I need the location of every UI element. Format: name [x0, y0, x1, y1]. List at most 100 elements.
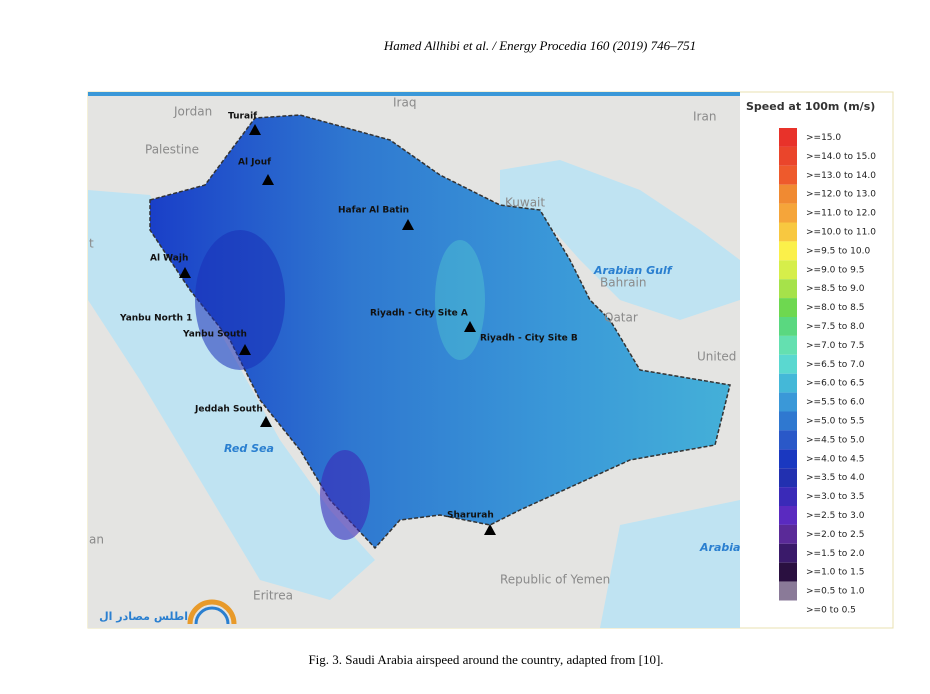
- map-top-strip: [88, 92, 740, 96]
- site-label: Al Jouf: [238, 158, 271, 168]
- site-label: Riyadh - City Site B: [480, 334, 578, 344]
- legend-label: >=11.0 to 12.0: [806, 209, 876, 219]
- legend-swatch: [779, 411, 797, 431]
- map: [88, 92, 740, 628]
- low-wind-zone: [195, 230, 285, 370]
- legend-swatch: [779, 203, 797, 223]
- legend-label: >=3.5 to 4.0: [806, 473, 865, 483]
- legend-label: >=2.0 to 2.5: [806, 530, 864, 540]
- legend-label: >=6.0 to 6.5: [806, 379, 864, 389]
- legend-swatch: [779, 279, 797, 299]
- site-marker: [402, 219, 414, 230]
- site-label: Jeddah South: [194, 405, 263, 415]
- legend: >=15.0 >=14.0 to 15.0 >=13.0 to 14.0 >=12.0…: [779, 128, 876, 620]
- map-label: Arabia: [699, 541, 740, 554]
- logo-arc: [194, 606, 230, 625]
- legend-label: >=14.0 to 15.0: [806, 152, 876, 162]
- legend-swatch: [779, 449, 797, 469]
- legend-swatch: [779, 184, 797, 204]
- legend-swatch: [779, 543, 797, 563]
- legend-label: >=12.0 to 13.0: [806, 190, 876, 200]
- legend-label: >=1.5 to 2.0: [806, 549, 865, 559]
- site-label: Riyadh - City Site A: [370, 309, 468, 319]
- legend-swatch: [779, 430, 797, 450]
- arabian-sea: [600, 500, 740, 628]
- map-label: an: [89, 533, 104, 547]
- site-marker: [179, 267, 191, 278]
- legend-label: >=3.0 to 3.5: [806, 492, 864, 502]
- site-label: Turaif: [228, 112, 257, 122]
- legend-label: >=0.5 to 1.0: [806, 587, 865, 597]
- legend-title: Speed at 100m (m/s): [746, 100, 875, 113]
- map-label: Iran: [693, 110, 716, 124]
- gulf: [500, 160, 740, 320]
- legend-swatch: [779, 146, 797, 166]
- map-label: Red Sea: [224, 442, 274, 455]
- site-label: Yanbu North 1: [119, 314, 192, 324]
- legend-label: >=2.5 to 3.0: [806, 511, 865, 521]
- legend-swatch: [779, 468, 797, 488]
- low-wind-zone: [320, 450, 370, 540]
- site-label: Yanbu South: [182, 330, 247, 340]
- site-marker: [484, 524, 496, 535]
- legend-swatch: [779, 581, 797, 601]
- legend-swatch: [779, 562, 797, 582]
- legend-swatch: [779, 392, 797, 412]
- legend-swatch: [779, 298, 797, 317]
- running-header: Hamed Allhibi et al. / Energy Procedia 1…: [383, 38, 696, 53]
- legend-label: >=5.0 to 5.5: [806, 416, 864, 426]
- legend-label: >=9.0 to 9.5: [806, 265, 864, 275]
- legend-label: >=10.0 to 11.0: [806, 227, 876, 237]
- legend-label: >=7.5 to 8.0: [806, 322, 865, 332]
- legend-swatch: [779, 260, 797, 280]
- site-marker: [262, 174, 274, 185]
- site-marker: [260, 416, 272, 427]
- legend-label: >=1.0 to 1.5: [806, 568, 864, 578]
- legend-label: >=4.0 to 4.5: [806, 454, 864, 464]
- legend-swatch: [779, 354, 797, 374]
- legend-swatch: [779, 335, 797, 355]
- legend-label: >=0 to 0.5: [806, 605, 856, 615]
- site-label: Al Wajh: [150, 254, 188, 264]
- legend-label: >=5.5 to 6.0: [806, 398, 865, 408]
- logo: اطلس مصادر ال: [99, 599, 237, 625]
- legend-swatch: [779, 128, 797, 147]
- legend-label: >=7.0 to 7.5: [806, 341, 864, 351]
- legend-swatch: [779, 373, 797, 393]
- legend-label: >=9.5 to 10.0: [806, 246, 870, 256]
- legend-swatch: [779, 600, 797, 620]
- map-label: Eritrea: [253, 589, 293, 603]
- legend-label: >=4.5 to 5.0: [806, 435, 865, 445]
- map-label: Qatar: [604, 311, 638, 325]
- map-label: t: [89, 237, 94, 251]
- site-marker: [464, 321, 476, 332]
- legend-swatch: [779, 317, 797, 336]
- map-label: Iraq: [393, 96, 416, 110]
- red-sea: [88, 190, 375, 600]
- site-label: Hafar Al Batin: [338, 206, 409, 216]
- map-label: Arabian Gulf: [593, 264, 673, 277]
- legend-label: >=15.0: [806, 133, 841, 143]
- map-label: Jordan: [173, 105, 212, 119]
- high-wind-zone: [435, 240, 485, 360]
- logo-arc: [187, 599, 237, 625]
- legend-label: >=8.0 to 8.5: [806, 303, 864, 313]
- legend-swatch: [779, 165, 797, 185]
- saudi-arabia: [149, 114, 731, 550]
- map-label: Palestine: [145, 143, 199, 157]
- legend-swatch: [779, 524, 797, 544]
- logo-text: اطلس مصادر ال: [99, 610, 188, 623]
- legend-swatch: [779, 487, 797, 506]
- legend-label: >=8.5 to 9.0: [806, 284, 865, 294]
- map-label: Kuwait: [505, 196, 545, 210]
- legend-label: >=6.5 to 7.0: [806, 360, 865, 370]
- site-marker: [239, 344, 251, 355]
- legend-swatch: [779, 222, 797, 242]
- map-label: Republic of Yemen: [500, 573, 610, 587]
- figure-caption: Fig. 3. Saudi Arabia airspeed around the…: [308, 652, 663, 667]
- map-label: United: [697, 350, 736, 364]
- legend-label: >=13.0 to 14.0: [806, 171, 876, 181]
- legend-swatch: [779, 241, 797, 261]
- legend-swatch: [779, 506, 797, 525]
